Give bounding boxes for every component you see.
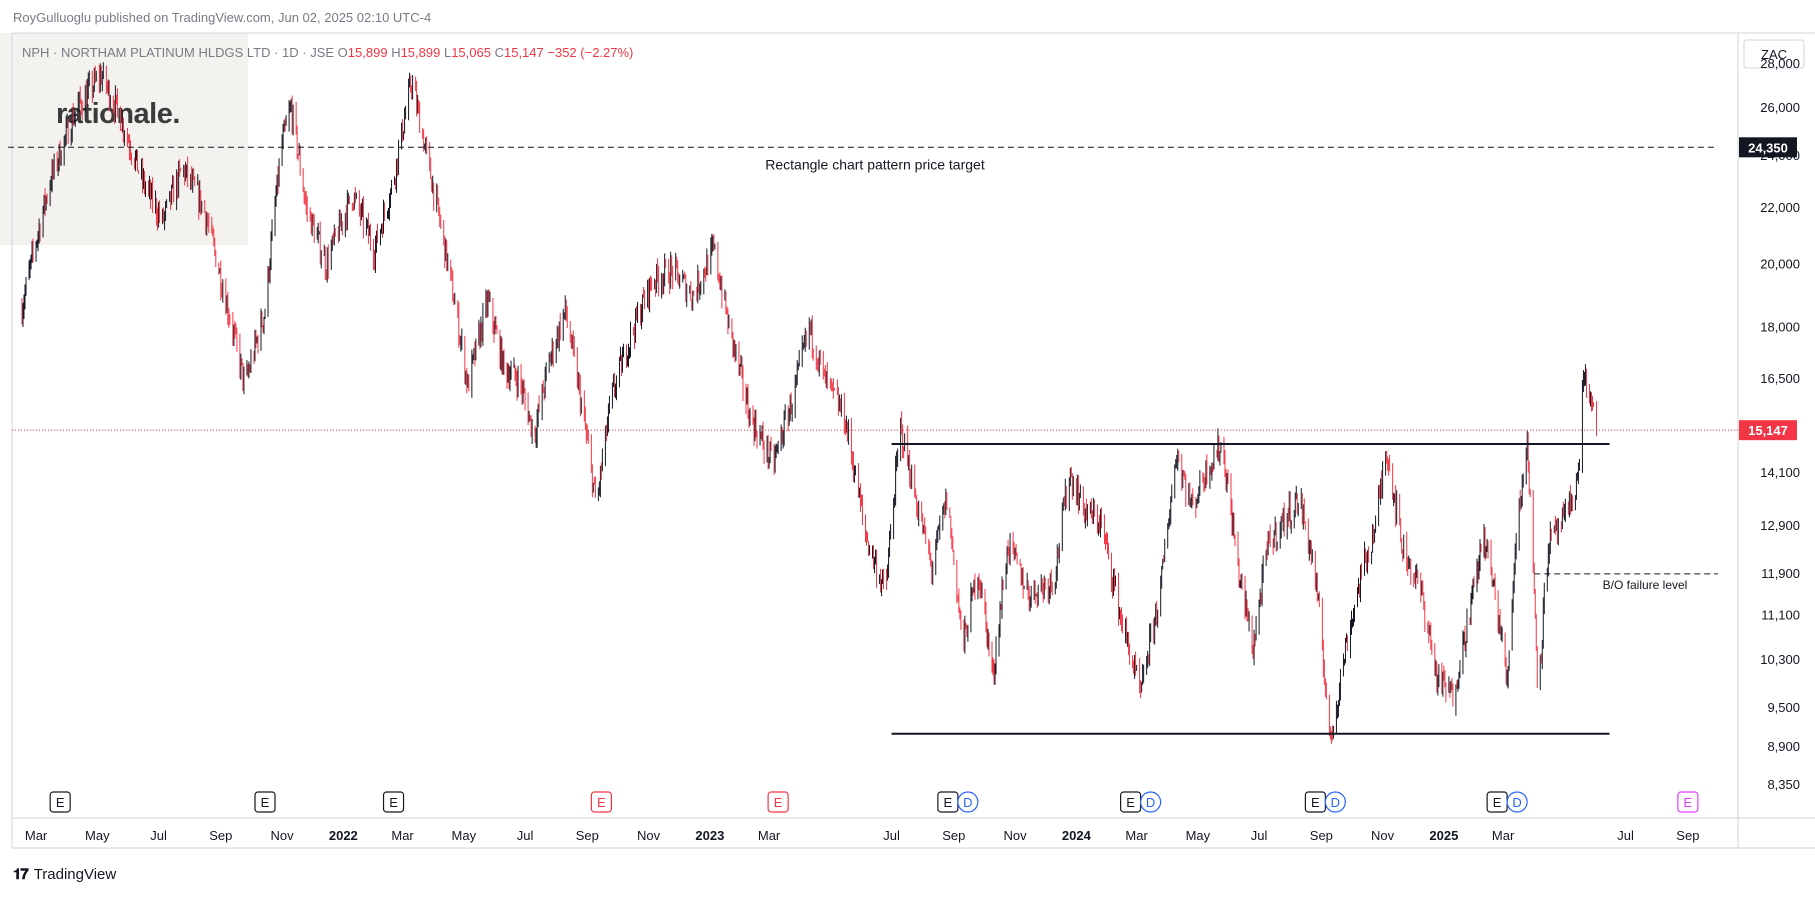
currency-button[interactable]: [1743, 39, 1805, 69]
x-tick-label: May: [1186, 828, 1211, 843]
x-tick-label: Mar: [758, 828, 781, 843]
earnings-event-icon[interactable]: [767, 791, 789, 813]
earnings-event-letter: E: [1311, 795, 1320, 810]
change-value: −352 (−2.27%): [547, 45, 634, 60]
y-tick-label: 12,900: [1760, 518, 1800, 533]
x-tick-label: Sep: [1676, 828, 1699, 843]
x-tick-label: Mar: [1492, 828, 1515, 843]
earnings-event-icon[interactable]: [49, 791, 71, 813]
earnings-event-icon[interactable]: [1677, 791, 1699, 813]
y-tick-label: 20,000: [1760, 257, 1800, 272]
publisher-line: RoyGulluoglu published on TradingView.co…: [13, 10, 432, 25]
y-tick-label: 8,900: [1767, 739, 1800, 754]
price-target-label: Rectangle chart pattern price target: [765, 156, 985, 172]
dividend-event-icon[interactable]: [1324, 791, 1346, 813]
symbol-name[interactable]: NPH · NORTHAM PLATINUM HLDGS LTD · 1D · …: [22, 45, 335, 60]
earnings-event-letter: E: [261, 795, 270, 810]
open-value: 15,899: [347, 45, 388, 60]
earnings-event-letter: E: [1126, 795, 1135, 810]
dividend-event-letter: D: [963, 795, 972, 810]
currency-label: ZAC: [1761, 47, 1787, 62]
dividend-event-letter: D: [1146, 795, 1155, 810]
target-price-badge: [1739, 137, 1797, 158]
y-tick-label: 22,000: [1760, 200, 1800, 215]
last-price-badge: [1739, 420, 1797, 441]
x-tick-label: 2024: [1062, 828, 1092, 843]
y-tick-label: 16,500: [1760, 371, 1800, 386]
y-tick-label: 11,900: [1761, 566, 1800, 581]
symbol-legend: NPH · NORTHAM PLATINUM HLDGS LTD · 1D · …: [22, 45, 633, 60]
price-badge-text: 15,147: [1748, 423, 1788, 438]
dividend-event-letter: D: [1512, 795, 1521, 810]
earnings-event-letter: E: [944, 795, 953, 810]
x-tick-label: Nov: [637, 828, 661, 843]
earnings-event-letter: E: [389, 795, 398, 810]
x-tick-label: 2022: [329, 828, 358, 843]
earnings-event-icon[interactable]: [254, 791, 276, 813]
y-tick-label: 28,000: [1760, 56, 1800, 71]
earnings-event-letter: E: [774, 795, 783, 810]
x-tick-label: Jul: [517, 828, 534, 843]
y-tick-label: 14,100: [1760, 465, 1800, 480]
high-value: 15,899: [400, 45, 441, 60]
x-tick-label: Sep: [209, 828, 232, 843]
y-tick-label: 8,350: [1767, 777, 1800, 792]
dividend-event-icon[interactable]: [1140, 791, 1162, 813]
x-tick-label: Sep: [942, 828, 965, 843]
x-tick-label: Mar: [25, 828, 48, 843]
x-tick-label: 2025: [1429, 828, 1458, 843]
earnings-event-letter: E: [56, 795, 65, 810]
open-label: O: [337, 45, 348, 60]
x-tick-label: May: [452, 828, 477, 843]
low-label: L: [443, 45, 452, 60]
x-tick-label: Sep: [576, 828, 599, 843]
rationale-logo: rationale.: [56, 98, 180, 130]
y-tick-label: 11,100: [1761, 607, 1800, 622]
earnings-event-letter: E: [1493, 795, 1502, 810]
earnings-event-letter: E: [597, 795, 606, 810]
close-value: 15,147: [503, 45, 544, 60]
bo-failure-label: B/O failure level: [1603, 578, 1688, 592]
high-label: H: [391, 45, 401, 60]
y-tick-label: 9,500: [1767, 700, 1800, 715]
x-tick-label: May: [85, 828, 110, 843]
y-tick-label: 10,300: [1760, 652, 1800, 667]
x-tick-label: Nov: [271, 828, 295, 843]
x-tick-label: Nov: [1004, 828, 1028, 843]
earnings-event-letter: E: [1684, 795, 1693, 810]
x-tick-label: 2023: [695, 828, 724, 843]
tradingview-logo-icon: 𝟏𝟕: [13, 866, 29, 883]
dividend-event-letter: D: [1331, 795, 1340, 810]
y-tick-label: 26,000: [1760, 100, 1800, 115]
x-tick-label: Jul: [150, 828, 167, 843]
tradingview-brand[interactable]: 𝟏𝟕 TradingView: [13, 866, 116, 883]
earnings-event-icon[interactable]: [590, 791, 612, 813]
x-tick-label: Jul: [883, 828, 900, 843]
brand-name: TradingView: [33, 866, 117, 883]
x-tick-label: Mar: [391, 828, 414, 843]
y-tick-label: 18,000: [1760, 319, 1800, 334]
x-tick-label: Nov: [1371, 828, 1395, 843]
x-tick-label: Jul: [1617, 828, 1634, 843]
earnings-event-icon[interactable]: [382, 791, 405, 813]
dividend-event-icon[interactable]: [957, 791, 979, 813]
x-tick-label: Jul: [1251, 828, 1268, 843]
x-tick-label: Sep: [1310, 828, 1333, 843]
close-label: C: [494, 45, 504, 60]
x-tick-label: Mar: [1125, 828, 1148, 843]
price-badge-text: 24,350: [1748, 140, 1788, 155]
low-value: 15,065: [451, 45, 491, 60]
dividend-event-icon[interactable]: [1506, 791, 1528, 813]
